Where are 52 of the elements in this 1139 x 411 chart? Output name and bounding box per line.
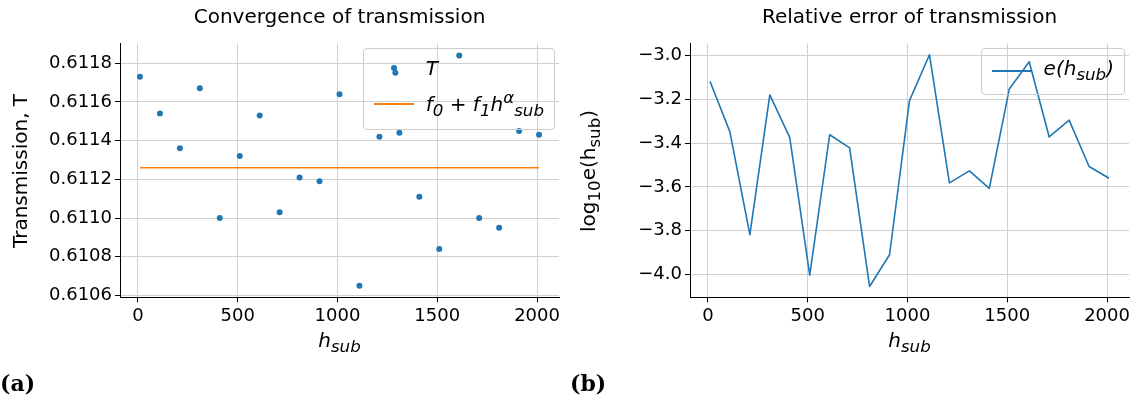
point xyxy=(396,129,403,136)
y-tick-label: −3.4 xyxy=(638,130,682,152)
x-tick-label: 2000 xyxy=(514,303,560,325)
x-axis-title: h$_{sub}$ xyxy=(887,328,932,356)
point xyxy=(256,112,263,119)
point xyxy=(276,209,283,216)
point xyxy=(156,110,163,117)
y-tick-label: −4.0 xyxy=(638,262,682,284)
y-tick-label: −3.2 xyxy=(638,87,682,109)
point xyxy=(416,193,423,200)
x-tick-label: 500 xyxy=(220,303,255,325)
point xyxy=(176,145,183,152)
point xyxy=(336,91,343,98)
y-tick-label: 0.6106 xyxy=(49,283,112,305)
point xyxy=(296,174,303,181)
y-tick-label: 0.6114 xyxy=(49,128,112,150)
x-tick-label: 0 xyxy=(702,303,714,325)
y-tick-label: 0.6118 xyxy=(49,50,112,72)
point xyxy=(316,178,323,185)
y-tick-label: −3.8 xyxy=(638,218,682,240)
x-tick-label: 1500 xyxy=(984,303,1031,325)
y-tick-label: 0.6110 xyxy=(49,205,112,227)
x-tick-label: 0 xyxy=(132,303,144,325)
x-tick-label: 1500 xyxy=(414,303,461,325)
point xyxy=(536,131,543,138)
point xyxy=(136,73,143,80)
point xyxy=(236,153,243,160)
y-tick-label: −3.6 xyxy=(638,174,682,196)
point xyxy=(356,282,363,289)
x-tick-label: 2000 xyxy=(1084,303,1130,325)
x-tick-label: 1000 xyxy=(314,303,361,325)
chart-title: Relative error of transmission xyxy=(760,4,1059,28)
point xyxy=(476,215,483,222)
point xyxy=(376,133,383,140)
point xyxy=(196,85,203,92)
legend-label: T xyxy=(425,54,438,82)
y-tick-label: 0.6116 xyxy=(49,89,112,111)
y-tick-label: 0.6112 xyxy=(49,166,112,188)
text: (a) xyxy=(0,370,36,396)
y-tick-label: −3.0 xyxy=(638,43,682,65)
legend-label: e(h$_{sub}$) xyxy=(1043,54,1114,86)
x-tick-label: 1000 xyxy=(884,303,931,325)
text: (b) xyxy=(570,370,607,396)
chart-title: Convergence of transmission xyxy=(192,4,487,28)
y-tick-label: 0.6108 xyxy=(49,244,112,266)
point xyxy=(496,224,503,231)
x-tick-label: 500 xyxy=(790,303,825,325)
point xyxy=(456,52,463,59)
y-axis-title: Transmission, T xyxy=(8,93,32,248)
point xyxy=(436,246,443,252)
point xyxy=(216,215,223,222)
x-axis-title: h$_{sub}$ xyxy=(317,328,362,356)
